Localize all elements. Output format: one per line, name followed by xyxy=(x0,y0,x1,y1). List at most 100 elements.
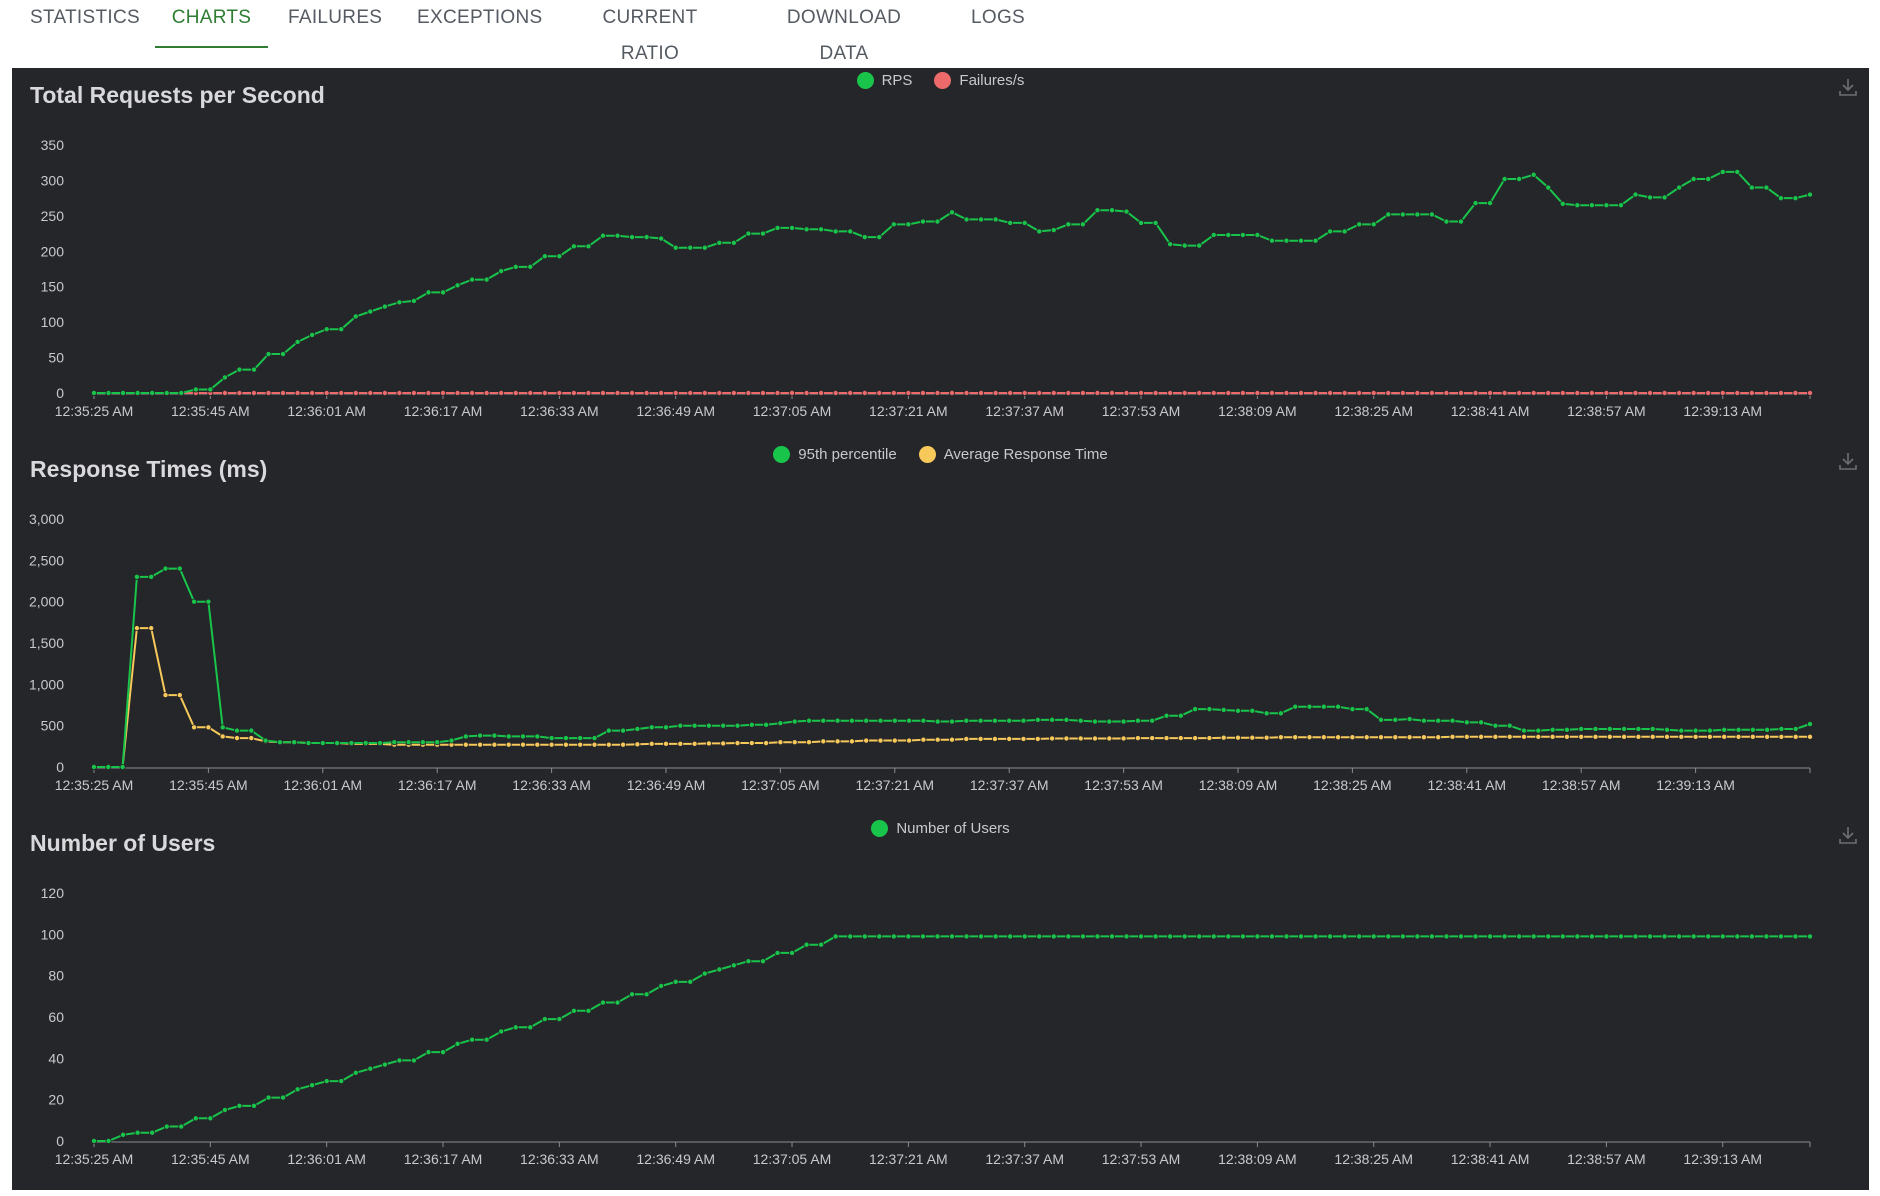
legend-item[interactable]: RPS xyxy=(856,72,912,89)
data-point xyxy=(1463,733,1470,740)
data-point xyxy=(1487,389,1494,396)
data-point xyxy=(391,739,398,746)
data-point xyxy=(1428,211,1435,218)
x-tick-label: 12:36:49 AM xyxy=(636,403,715,419)
data-point xyxy=(534,733,541,740)
data-point xyxy=(498,268,505,275)
x-tick-label: 12:38:25 AM xyxy=(1334,403,1413,419)
legend-item[interactable]: 95th percentile xyxy=(773,446,897,463)
legend-item[interactable]: Number of Users xyxy=(871,820,1010,837)
data-point xyxy=(1138,933,1145,940)
data-point xyxy=(745,958,752,965)
data-point xyxy=(149,389,156,396)
y-tick-label: 60 xyxy=(48,1009,64,1025)
data-point xyxy=(847,389,854,396)
x-tick-label: 12:36:17 AM xyxy=(404,403,483,419)
data-point xyxy=(1574,933,1581,940)
data-point xyxy=(236,366,243,373)
legend-swatch xyxy=(871,820,889,837)
data-point xyxy=(1049,735,1056,742)
data-point xyxy=(163,1123,170,1130)
data-point xyxy=(323,389,330,396)
data-point xyxy=(396,1057,403,1064)
data-point xyxy=(448,737,455,744)
data-point xyxy=(1007,389,1014,396)
data-point xyxy=(1050,227,1057,234)
data-point xyxy=(1283,933,1290,940)
legend-label: Number of Users xyxy=(896,820,1010,837)
data-point xyxy=(91,1137,98,1144)
data-point xyxy=(1206,706,1213,713)
data-point xyxy=(847,228,854,235)
data-point xyxy=(556,253,563,260)
tab-failures[interactable]: FAILURES xyxy=(288,7,383,28)
data-point xyxy=(162,565,169,572)
tab-exceptions[interactable]: EXCEPTIONS xyxy=(417,7,543,28)
download-icon[interactable] xyxy=(1837,450,1859,472)
chart-legend: 95th percentile Average Response Time xyxy=(12,446,1869,463)
data-point xyxy=(777,720,784,727)
data-point xyxy=(1341,228,1348,235)
tab-statistics[interactable]: STATISTICS xyxy=(30,7,140,28)
data-point xyxy=(1478,733,1485,740)
data-point xyxy=(425,1049,432,1056)
data-point xyxy=(716,389,723,396)
data-point xyxy=(1163,735,1170,742)
data-point xyxy=(1249,734,1256,741)
data-point xyxy=(248,735,255,742)
data-point xyxy=(381,303,388,310)
data-point xyxy=(806,739,813,746)
data-point xyxy=(1428,933,1435,940)
legend-item[interactable]: Average Response Time xyxy=(918,446,1108,463)
download-icon[interactable] xyxy=(1837,76,1859,98)
data-point xyxy=(687,978,694,985)
data-point xyxy=(1647,194,1654,201)
legend-swatch xyxy=(773,446,791,463)
data-point xyxy=(1563,733,1570,740)
tab-download-data[interactable]: DOWNLOAD DATA xyxy=(786,7,902,64)
data-point xyxy=(978,216,985,223)
data-point xyxy=(1385,933,1392,940)
tab-current-ratio[interactable]: CURRENT RATIO xyxy=(602,7,698,64)
data-point xyxy=(774,389,781,396)
x-tick-label: 12:36:49 AM xyxy=(636,1151,715,1167)
data-point xyxy=(410,389,417,396)
download-icon[interactable] xyxy=(1837,824,1859,846)
data-point xyxy=(410,297,417,304)
legend-label: Average Response Time xyxy=(943,446,1108,463)
data-point xyxy=(1134,735,1141,742)
data-point xyxy=(512,263,519,270)
y-tick-label: 2,000 xyxy=(29,594,64,610)
data-point xyxy=(876,389,883,396)
data-point xyxy=(162,692,169,699)
data-point xyxy=(148,625,155,632)
data-point xyxy=(562,735,569,742)
data-point xyxy=(991,717,998,724)
data-point xyxy=(1268,389,1275,396)
x-tick-label: 12:36:01 AM xyxy=(287,1151,366,1167)
tab-logs[interactable]: LOGS xyxy=(971,7,1025,28)
data-point xyxy=(691,740,698,747)
y-tick-label: 0 xyxy=(56,1133,64,1149)
data-point xyxy=(348,740,355,747)
data-point xyxy=(934,218,941,225)
data-point xyxy=(1149,717,1156,724)
data-point xyxy=(1363,706,1370,713)
data-point xyxy=(1478,719,1485,726)
data-point xyxy=(806,717,813,724)
data-point xyxy=(294,338,301,345)
data-point xyxy=(1778,725,1785,732)
data-point xyxy=(820,738,827,745)
data-point xyxy=(1306,703,1313,710)
data-point xyxy=(556,1016,563,1023)
legend-item[interactable]: Failures/s xyxy=(934,72,1024,89)
data-point xyxy=(658,389,665,396)
data-point xyxy=(1501,389,1508,396)
data-point xyxy=(803,941,810,948)
tab-charts[interactable]: CHARTS xyxy=(155,0,268,48)
x-tick-label: 12:38:57 AM xyxy=(1567,1151,1646,1167)
data-point xyxy=(934,736,941,743)
data-point xyxy=(891,717,898,724)
x-tick-label: 12:37:37 AM xyxy=(970,777,1049,793)
data-point xyxy=(338,1078,345,1085)
